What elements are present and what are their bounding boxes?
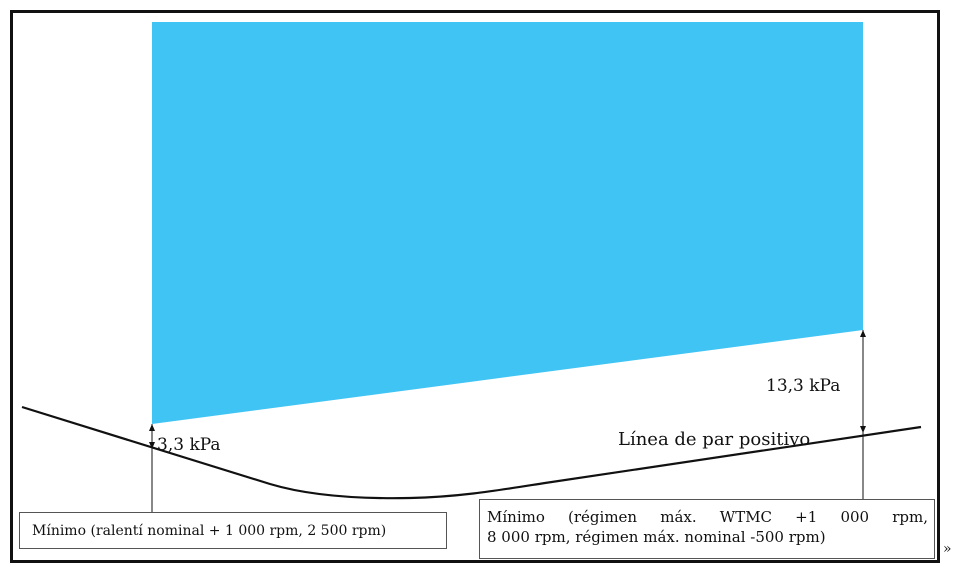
right-min-text-line1: Mínimo (régimen máx. WTMC +1 000 rpm, [487,508,928,526]
right-arrow-up [860,330,866,337]
closing-quote-mark: » [943,541,952,557]
right-pressure-label: 13,3 kPa [766,376,841,396]
right-arrow-down [860,426,866,433]
left-min-text: Mínimo (ralentí nominal + 1 000 rpm, 2 5… [32,523,387,539]
left-pressure-label: 3,3 kPa [157,435,221,455]
operating-region [152,22,863,424]
curve-label: Línea de par positivo [618,429,811,450]
positive-torque-curve [21,405,922,500]
left-min-box: Mínimo (ralentí nominal + 1 000 rpm, 2 5… [19,512,447,549]
left-arrow-down [149,442,155,449]
right-min-box: Mínimo (régimen máx. WTMC +1 000 rpm, 8 … [479,499,935,559]
left-arrow-up [149,424,155,431]
right-min-text-line2: 8 000 rpm, régimen máx. nominal -500 rpm… [487,527,826,546]
